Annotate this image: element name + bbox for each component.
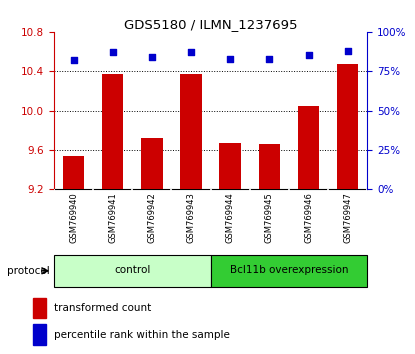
Bar xyxy=(33,298,46,318)
Text: control: control xyxy=(114,265,151,275)
Text: GSM769947: GSM769947 xyxy=(343,193,352,244)
Bar xyxy=(102,74,124,189)
Text: GSM769942: GSM769942 xyxy=(147,193,156,243)
Bar xyxy=(259,144,280,189)
Point xyxy=(266,56,273,62)
Point xyxy=(110,50,116,55)
Bar xyxy=(180,74,202,189)
Point xyxy=(227,56,234,62)
Bar xyxy=(298,106,319,189)
Text: transformed count: transformed count xyxy=(54,303,151,313)
Point xyxy=(70,57,77,63)
Bar xyxy=(220,143,241,189)
Text: Bcl11b overexpression: Bcl11b overexpression xyxy=(229,265,348,275)
Bar xyxy=(211,255,367,287)
Text: percentile rank within the sample: percentile rank within the sample xyxy=(54,330,229,340)
Bar xyxy=(337,64,359,189)
Title: GDS5180 / ILMN_1237695: GDS5180 / ILMN_1237695 xyxy=(124,18,298,31)
Text: GSM769945: GSM769945 xyxy=(265,193,274,243)
Text: GSM769943: GSM769943 xyxy=(186,193,195,244)
Text: protocol: protocol xyxy=(7,266,50,276)
Bar xyxy=(63,156,84,189)
Bar xyxy=(33,324,46,345)
Text: GSM769941: GSM769941 xyxy=(108,193,117,243)
Point xyxy=(305,53,312,58)
Bar xyxy=(54,255,210,287)
Text: GSM769944: GSM769944 xyxy=(226,193,235,243)
Point xyxy=(344,48,351,53)
Point xyxy=(188,50,194,55)
Bar xyxy=(141,138,163,189)
Text: GSM769940: GSM769940 xyxy=(69,193,78,243)
Text: GSM769946: GSM769946 xyxy=(304,193,313,244)
Point xyxy=(149,54,155,60)
